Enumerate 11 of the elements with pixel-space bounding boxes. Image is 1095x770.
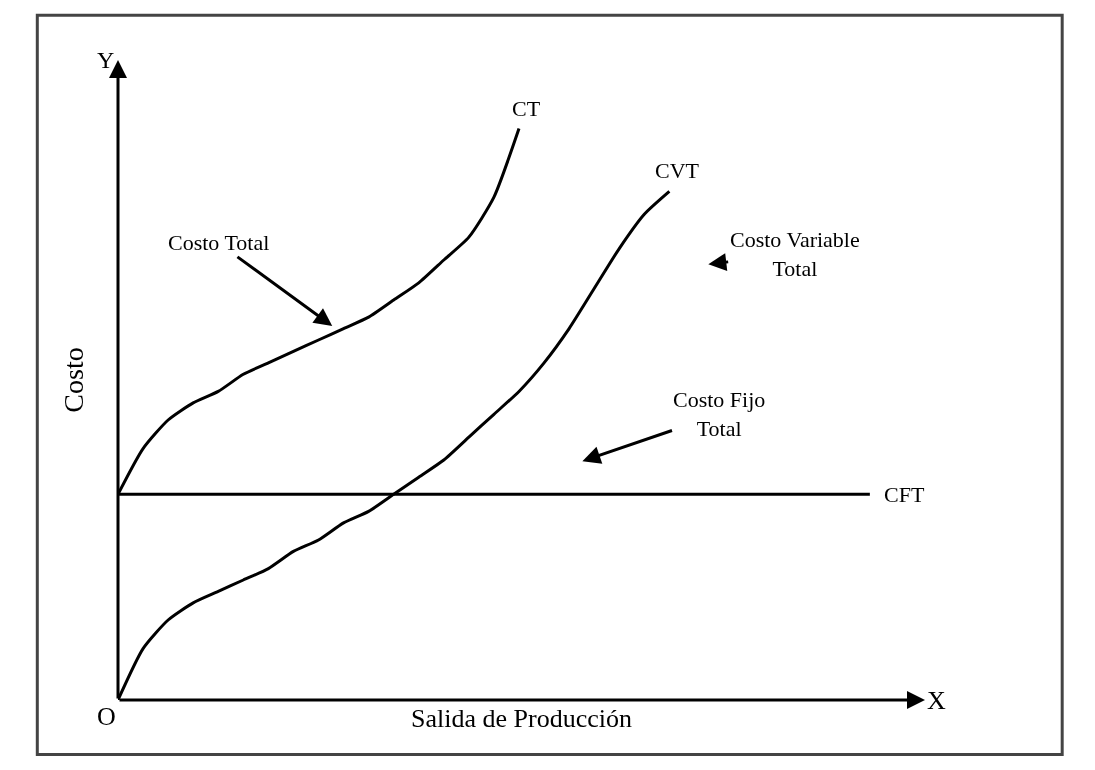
series-label: CVT: [655, 158, 700, 183]
annotation: Costo Total: [168, 230, 270, 255]
text: O: [97, 702, 116, 731]
text: Y: [97, 47, 115, 73]
series-label: CFT: [884, 482, 925, 507]
annotation: Costo Variable Total: [730, 227, 860, 281]
text: X: [927, 686, 946, 715]
x-axis-title: Salida de Producción: [411, 703, 632, 733]
annotation: Costo Fijo Total: [673, 387, 766, 441]
y-axis-title: Costo: [57, 347, 89, 413]
series-label: CT: [512, 96, 541, 121]
